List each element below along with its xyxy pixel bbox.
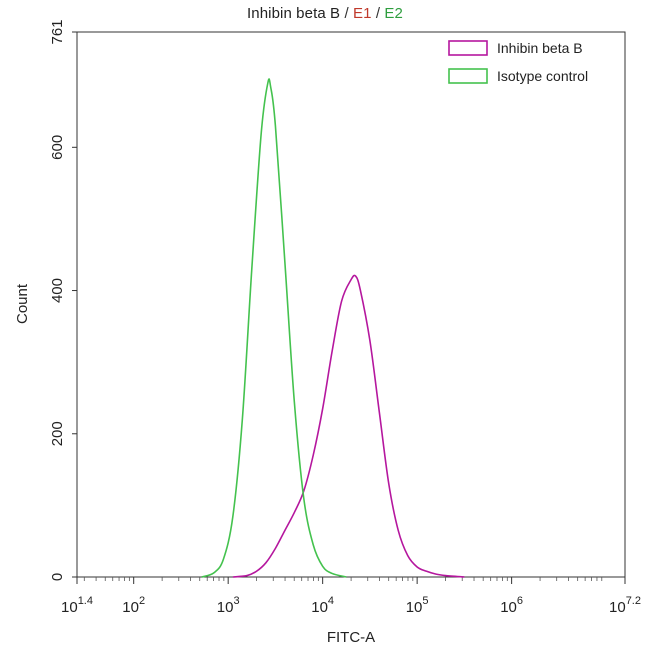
legend-swatch-isotype [448, 68, 488, 84]
series-line-inhibin-beta-b [232, 274, 465, 578]
title-e1: E1 [353, 5, 372, 22]
title-separator-1: / [344, 5, 349, 22]
legend: Inhibin beta B Isotype control [448, 40, 588, 84]
x-axis: 101.4 102 103 104 105 106 107.2 [61, 577, 641, 616]
x-tick-label: 106 [500, 595, 523, 616]
x-tick-label: 101.4 [61, 595, 93, 616]
title-main: Inhibin beta B [247, 5, 341, 22]
x-axis-label: FITC-A [327, 629, 375, 646]
chart-title: Inhibin beta B / E1 / E2 [0, 5, 650, 22]
x-tick-label: 107.2 [609, 595, 641, 616]
x-tick-label: 103 [217, 595, 240, 616]
legend-swatch-inhibin [448, 40, 488, 56]
legend-label-isotype: Isotype control [497, 68, 588, 84]
x-tick-label: 105 [406, 595, 429, 616]
y-tick-label: 600 [49, 135, 66, 160]
y-axis: 0 200 400 600 761 [49, 19, 77, 581]
y-tick-label: 400 [49, 278, 66, 303]
y-tick-label: 0 [49, 573, 66, 581]
x-tick-label: 102 [122, 595, 145, 616]
title-separator-2: / [375, 5, 381, 22]
legend-label-inhibin: Inhibin beta B [497, 40, 583, 56]
y-axis-label: Count [14, 283, 31, 324]
y-tick-label: 200 [49, 421, 66, 446]
series-line-isotype-control [201, 78, 347, 578]
series-layer [201, 78, 465, 578]
x-tick-label: 104 [311, 595, 334, 616]
plot-area-frame [76, 31, 626, 578]
title-e2: E2 [384, 5, 403, 22]
y-tick-label: 761 [49, 19, 66, 44]
